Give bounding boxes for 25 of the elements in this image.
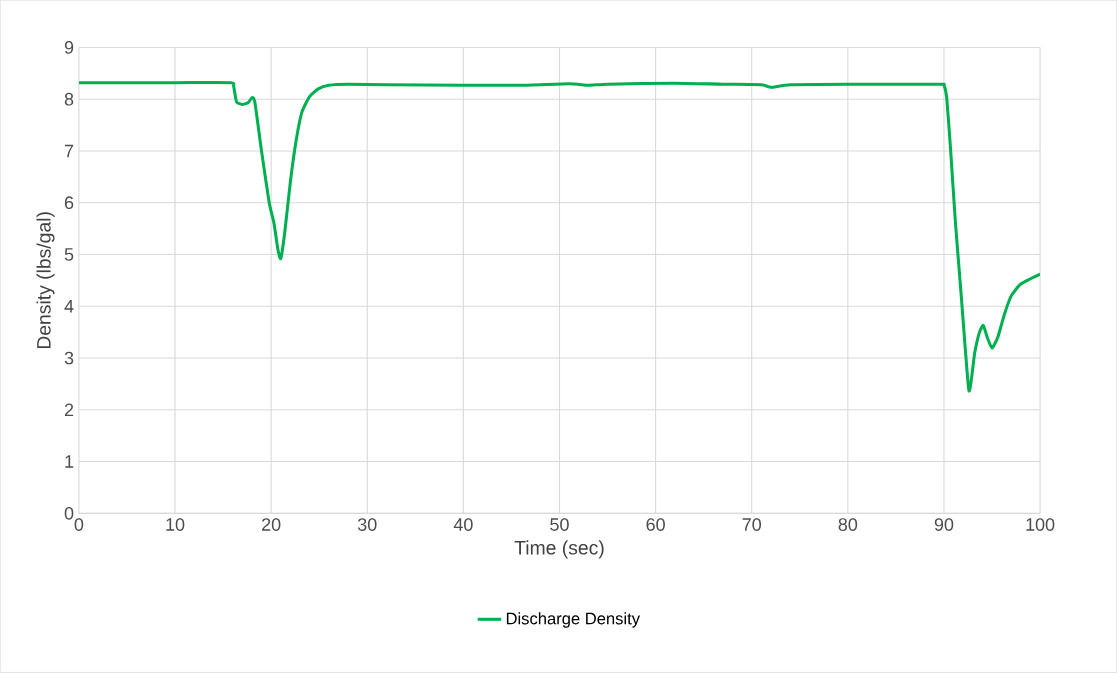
x-tick-label: 20 bbox=[262, 518, 281, 531]
x-tick-label: 90 bbox=[934, 518, 954, 531]
x-tick-label: 100 bbox=[1026, 518, 1055, 531]
x-tick-label: 0 bbox=[74, 518, 84, 531]
y-tick-label: 0 bbox=[64, 507, 74, 520]
y-tick-label: 9 bbox=[64, 41, 74, 54]
y-tick-label: 7 bbox=[64, 144, 74, 158]
y-tick-label: 4 bbox=[64, 300, 74, 313]
y-tick-label: 1 bbox=[65, 455, 74, 468]
line-series bbox=[78, 81, 1041, 393]
y-tick-label: 6 bbox=[64, 196, 74, 210]
x-tick-label: 80 bbox=[838, 518, 858, 531]
x-tick-label: 40 bbox=[453, 518, 473, 531]
y-axis-title: Density (lbs/gal) bbox=[36, 212, 55, 349]
legend-label: Discharge Density bbox=[506, 612, 640, 628]
y-tick-label: 3 bbox=[64, 351, 74, 365]
x-tick-label: 70 bbox=[742, 518, 762, 531]
y-tick-label: 2 bbox=[64, 403, 74, 417]
x-tick-label: 50 bbox=[550, 518, 569, 531]
y-tick-label: 5 bbox=[64, 248, 74, 261]
x-tick-label: 30 bbox=[357, 518, 377, 531]
x-axis-title: Time (sec) bbox=[514, 540, 604, 559]
x-tick-label: 10 bbox=[166, 518, 185, 531]
y-tick-label: 8 bbox=[64, 92, 74, 106]
x-tick-label: 60 bbox=[646, 518, 665, 531]
